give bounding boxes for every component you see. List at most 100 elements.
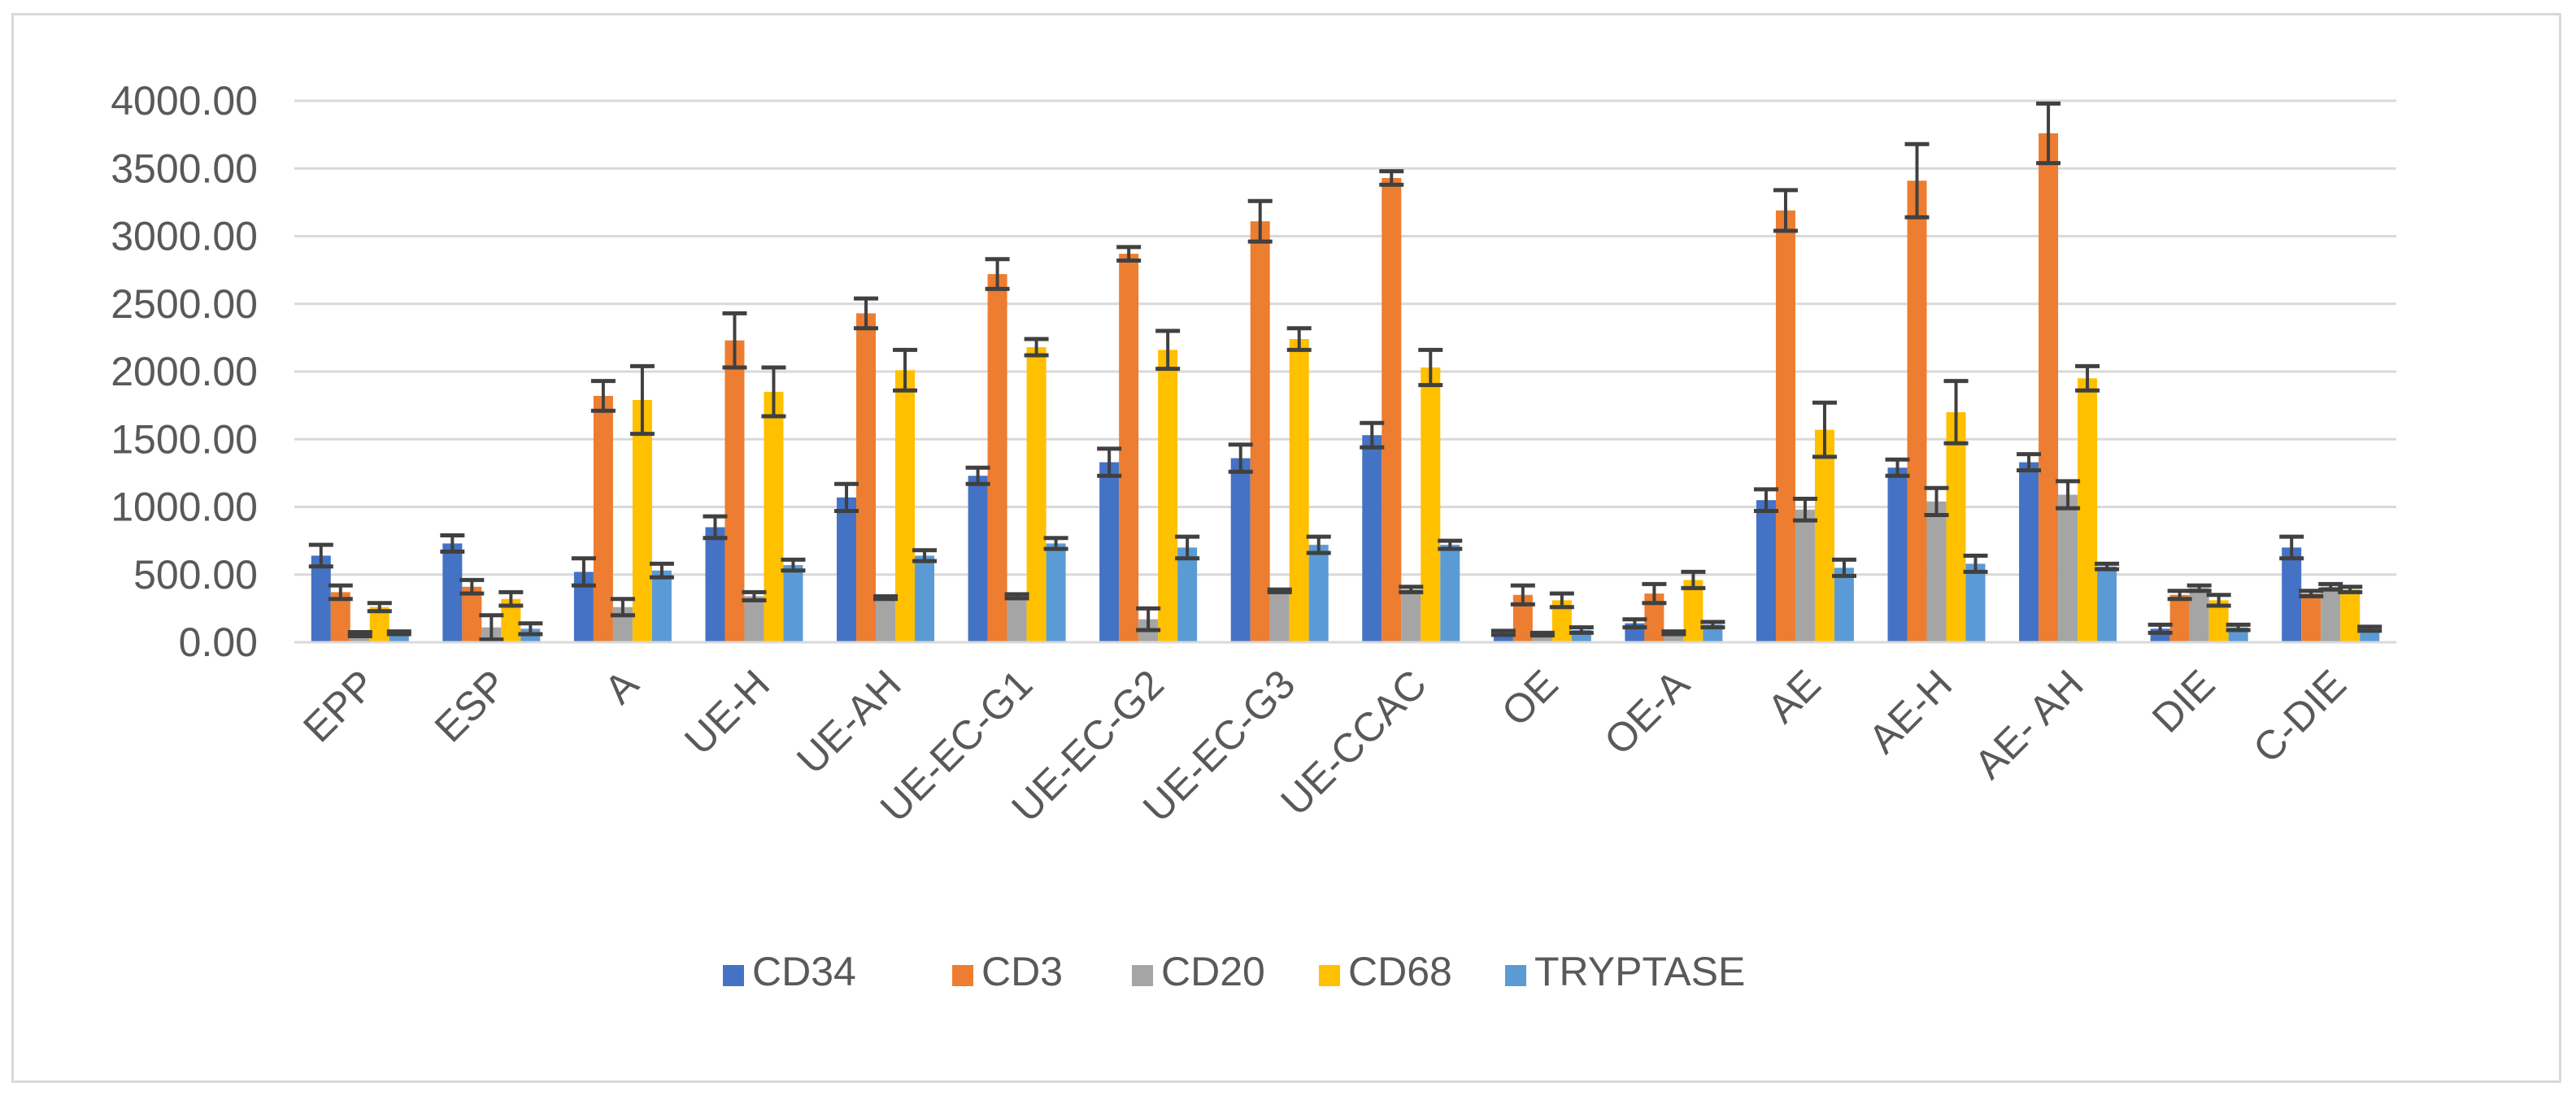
error-bar [386,629,411,637]
bar-cd68-8 [1421,367,1441,642]
bar-tryptase-13 [2097,566,2117,642]
error-bar [1043,536,1068,551]
bar-cd20-11 [1795,509,1815,642]
error-bar [1286,326,1312,352]
bar-cd34-5 [968,476,988,642]
error-bar [1004,592,1029,601]
error-bar [834,481,859,513]
error-bar [2095,561,2120,572]
bar-cd34-6 [1099,462,1120,642]
error-bar [781,557,806,573]
x-tick-label: C-DIE [2244,661,2355,772]
bar-cd3-4 [856,313,877,642]
error-bar [571,556,596,588]
x-tick-label: EPP [294,661,384,750]
error-bar [1267,587,1292,594]
error-bar [703,514,728,541]
error-bar [1943,379,1969,446]
error-bar [2279,534,2304,561]
bar-cd34-1 [442,543,463,642]
error-bar [459,577,485,596]
bar-cd3-1 [462,586,482,642]
bar-cd34-12 [1887,467,1908,642]
error-bar [479,613,504,642]
bar-cd68-4 [895,370,916,642]
bar-cd3-2 [593,395,613,642]
error-bar [518,621,543,637]
legend-label: CD3 [981,949,1063,994]
legend-item-cd3: CD3 [952,949,1063,994]
bar-tryptase-2 [651,570,672,642]
bar-cd3-6 [1119,254,1139,642]
bars [311,133,2380,643]
error-bar [1399,585,1424,594]
x-tick-label: UE-H [676,661,778,763]
bar-cd34-7 [1230,458,1251,642]
legend-label: CD20 [1161,949,1265,994]
error-bar [1306,534,1331,555]
bar-cd3-13 [2039,133,2059,642]
error-bar [854,296,879,331]
error-bar [649,561,674,580]
error-bar [1360,420,1385,450]
error-bar [1549,591,1574,610]
error-bar [1661,629,1686,637]
legend-item-cd20: CD20 [1132,949,1265,994]
y-tick-label: 0.00 [179,620,258,665]
bar-cd34-3 [705,527,725,642]
error-bar [1642,581,1667,606]
error-bar [1418,347,1443,388]
error-bar [1753,487,1778,513]
y-tick-label: 4000.00 [111,78,258,124]
x-tick-label: A [595,661,647,713]
y-tick-label: 500.00 [133,552,258,598]
legend-swatch [952,965,973,986]
error-bar [1438,538,1463,551]
error-bar [985,257,1010,291]
legend-item-cd68: CD68 [1319,949,1452,994]
error-bar [1885,457,1910,478]
bar-cd3-12 [1907,180,1927,643]
error-bar [498,589,524,608]
bar-cd20-9 [1532,634,1552,642]
error-bar [367,601,392,614]
error-bar [1792,497,1817,523]
error-bar [2036,101,2061,166]
error-bar [1530,630,1555,638]
y-tick-label: 1500.00 [111,416,258,462]
error-bar [2017,452,2042,473]
bar-cd34-13 [2019,462,2039,642]
bar-tryptase-11 [1834,567,1854,642]
error-bar [610,597,635,618]
error-bar [761,365,786,419]
bar-cd68-11 [1814,429,1834,642]
bar-cd20-13 [2058,494,2078,642]
error-bar [742,589,767,602]
error-bar [629,363,655,437]
x-axis-ticks: EPP ESP A UE-H UE-AHUE-EC-G1UE-EC-G2UE-EC-G3… [294,661,2355,831]
error-bar [2357,624,2382,633]
bar-cd3-8 [1382,177,1402,642]
error-bar [2187,583,2212,593]
error-bar [2075,363,2100,393]
bar-cd3-14 [2169,594,2190,642]
legend-swatch [1505,965,1526,986]
legend-label: CD68 [1348,949,1452,994]
error-bar [1831,557,1856,578]
bar-tryptase-4 [915,555,935,642]
error-bar [1175,534,1200,561]
error-bar [2056,479,2081,511]
bar-cd3-15 [2301,593,2321,642]
error-bar [1963,553,1988,574]
error-bar [2147,622,2173,635]
bar-tryptase-6 [1177,547,1198,642]
bar-cd68-15 [2340,589,2361,642]
bar-tryptase-3 [783,565,803,642]
legend-swatch [1132,965,1153,986]
x-tick-label: AE [1759,661,1830,732]
bar-tryptase-7 [1308,545,1329,642]
bar-cd34-0 [311,555,331,642]
legend-item-tryptase: TRYPTASE [1505,949,1745,994]
bar-tryptase-12 [1965,563,1986,642]
bar-cd20-14 [2189,588,2209,642]
